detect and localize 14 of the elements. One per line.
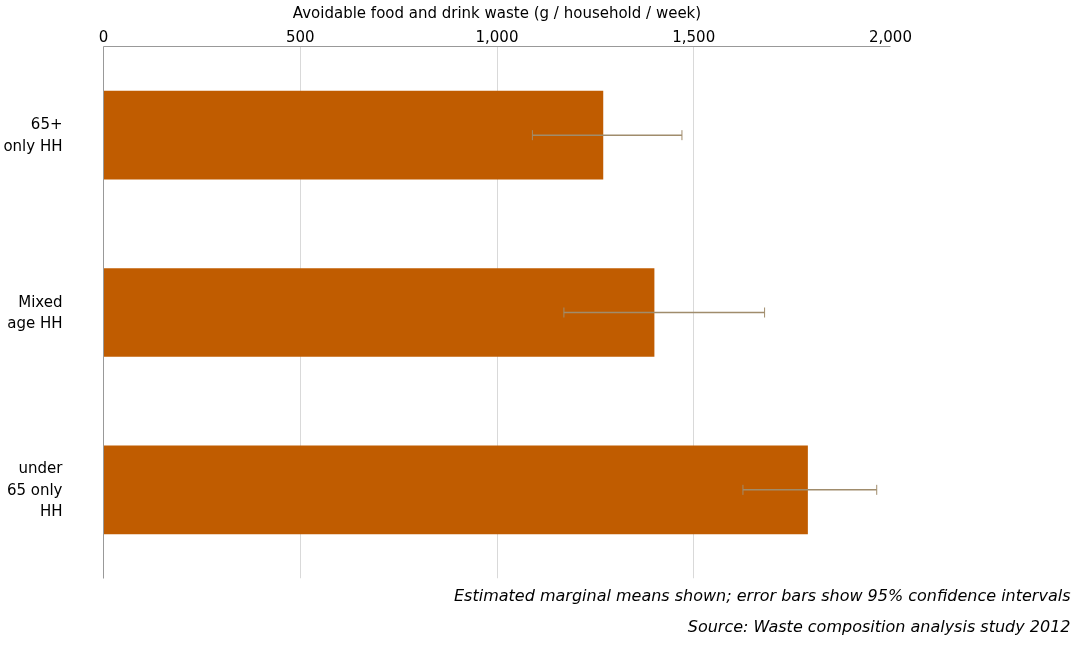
y-tick-label: under 65 only HH [6,459,64,521]
bar [103,90,604,180]
x-tick-label: 1,000 [475,27,519,46]
bar [103,268,655,357]
y-tick-label: Mixed age HH [7,292,63,333]
x-tick-label: 1,500 [672,27,716,46]
x-tick-label: 2,000 [869,27,912,46]
x-tick-label: 500 [285,27,315,46]
text: Estimated marginal means shown; error bars show 95% confidence intervals [454,585,1071,605]
y-tick-label: 65+ only HH [3,115,63,155]
x-tick-label: 0 [98,27,109,46]
bar [103,445,808,535]
x-axis-title: Avoidable food and drink waste (g / household / week) [292,3,702,22]
source-note: Source: Waste composition analysis study 2012 [687,616,1071,636]
